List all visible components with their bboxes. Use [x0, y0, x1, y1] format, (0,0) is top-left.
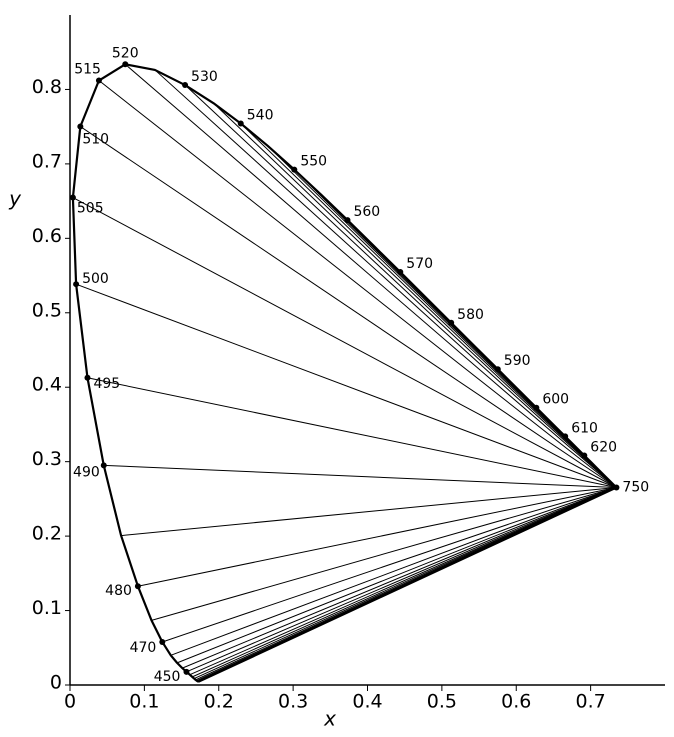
- ray: [80, 126, 617, 488]
- point: [182, 82, 189, 89]
- y-tick-label: 0: [50, 672, 62, 694]
- point: [397, 269, 404, 276]
- ray: [213, 102, 617, 488]
- point-label: 520: [112, 45, 139, 61]
- point: [122, 61, 129, 68]
- point: [581, 452, 588, 459]
- point-label: 590: [504, 353, 531, 369]
- point-label: 750: [622, 479, 649, 495]
- point: [159, 638, 166, 645]
- y-tick-label: 0.1: [32, 597, 62, 619]
- ray: [182, 487, 617, 669]
- point-label: 500: [82, 271, 109, 287]
- x-tick-label: 0.3: [278, 691, 308, 713]
- x-tick-label: 0.4: [352, 691, 382, 713]
- point-label: 610: [571, 420, 598, 436]
- x-axis-label: x: [323, 707, 336, 731]
- point: [69, 194, 76, 201]
- x-tick-label: 0: [64, 691, 76, 713]
- point-label: 560: [353, 204, 380, 220]
- ray: [137, 487, 617, 587]
- point: [77, 123, 84, 130]
- point-label: 495: [93, 376, 120, 392]
- point-label: 470: [130, 640, 157, 656]
- point-label: 530: [191, 69, 218, 85]
- point-label: 570: [406, 256, 433, 272]
- point-label: 550: [300, 154, 327, 170]
- point: [84, 374, 91, 381]
- point-label: 540: [247, 107, 274, 123]
- point: [562, 433, 569, 440]
- point: [291, 166, 298, 173]
- point-label: 505: [77, 201, 104, 217]
- point-label: 480: [105, 583, 132, 599]
- point: [134, 583, 141, 590]
- y-tick-label: 0.3: [32, 448, 62, 470]
- point: [183, 668, 190, 675]
- point-label: 450: [154, 669, 181, 685]
- point-label: 600: [542, 392, 569, 408]
- ray: [124, 63, 617, 488]
- x-tick-label: 0.6: [501, 691, 531, 713]
- point-label: 510: [82, 132, 109, 148]
- point-label: 490: [73, 464, 100, 480]
- y-tick-label: 0.4: [32, 374, 62, 396]
- ray: [176, 487, 617, 664]
- ray: [151, 487, 617, 621]
- y-tick-label: 0.7: [32, 150, 62, 172]
- ray: [186, 487, 617, 673]
- ray: [170, 487, 617, 656]
- point: [237, 120, 244, 127]
- point: [448, 319, 455, 326]
- y-tick-label: 0.5: [32, 299, 62, 321]
- ray: [121, 487, 617, 537]
- ray: [154, 69, 617, 488]
- y-tick-label: 0.6: [32, 225, 62, 247]
- point-label: 515: [74, 62, 101, 78]
- ray: [189, 487, 617, 676]
- ray: [72, 197, 617, 488]
- point: [533, 404, 540, 411]
- spectral-locus: [71, 63, 618, 683]
- ray: [87, 377, 617, 488]
- ray: [103, 464, 617, 488]
- ray: [184, 84, 617, 488]
- ray: [162, 487, 617, 643]
- x-tick-label: 0.2: [204, 691, 234, 713]
- ray: [75, 283, 617, 488]
- point: [613, 484, 620, 491]
- point: [494, 366, 501, 373]
- x-tick-label: 0.5: [427, 691, 457, 713]
- point: [73, 281, 80, 288]
- x-tick-label: 0.1: [129, 691, 159, 713]
- point: [344, 217, 351, 224]
- x-tick-label: 0.7: [576, 691, 606, 713]
- point: [95, 77, 102, 84]
- point-label: 580: [457, 307, 484, 323]
- ray: [98, 80, 617, 488]
- point: [100, 462, 107, 469]
- point-label: 620: [590, 439, 617, 455]
- y-tick-label: 0.8: [32, 76, 62, 98]
- y-axis-label: y: [8, 187, 22, 211]
- y-tick-label: 0.2: [32, 523, 62, 545]
